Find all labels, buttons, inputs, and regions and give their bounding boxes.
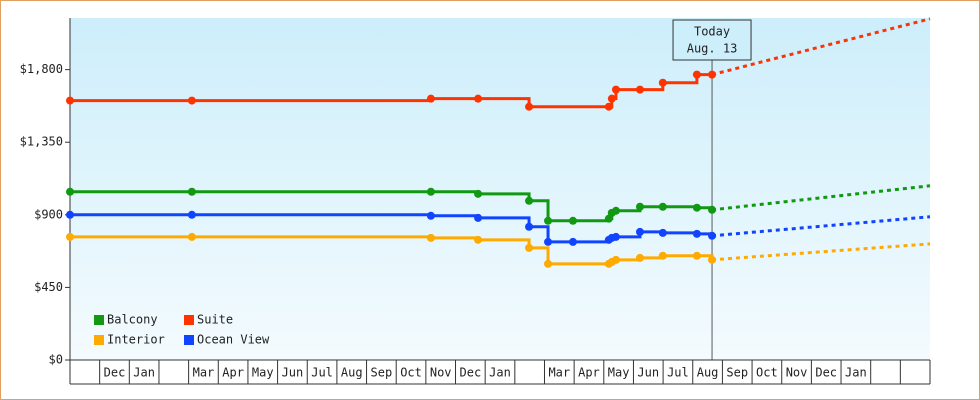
price-point [708, 255, 717, 264]
price-point [474, 94, 483, 103]
price-point [635, 202, 644, 211]
price-point [544, 237, 553, 246]
price-point [187, 96, 196, 105]
price-point [187, 232, 196, 241]
x-tick-label: Nov [430, 366, 452, 380]
price-point [426, 233, 435, 242]
plot-area [70, 18, 930, 360]
x-tick-label: Jul [667, 366, 689, 380]
price-point [568, 237, 577, 246]
x-tick-label: Jan [133, 366, 155, 380]
x-tick-label: Oct [756, 366, 778, 380]
price-point [611, 85, 620, 94]
x-tick-label: Nov [786, 366, 808, 380]
price-point [635, 227, 644, 236]
x-tick-label: May [608, 366, 630, 380]
y-tick-label: $900 [34, 207, 63, 221]
legend-label: Interior [107, 333, 165, 347]
x-tick-label: Dec [460, 366, 482, 380]
x-tick-label: Apr [222, 366, 244, 380]
x-tick-label: Oct [400, 366, 422, 380]
price-point [66, 210, 74, 219]
price-point [568, 216, 577, 225]
x-tick-label: May [252, 366, 274, 380]
price-point [611, 206, 620, 215]
x-tick-label: Aug [697, 366, 719, 380]
price-point [66, 232, 74, 241]
price-point [187, 210, 196, 219]
today-label: Aug. 13 [687, 42, 738, 56]
x-tick-label: Aug [341, 366, 363, 380]
price-point [66, 96, 74, 105]
x-tick-label: Jul [311, 366, 333, 380]
x-tick-label: Sep [726, 366, 748, 380]
price-point [708, 205, 717, 214]
x-tick-label: Dec [815, 366, 837, 380]
legend-swatch [94, 335, 104, 345]
price-point [635, 253, 644, 262]
price-point [474, 235, 483, 244]
legend-label: Ocean View [197, 333, 270, 347]
x-tick-label: Jan [845, 366, 867, 380]
y-tick-label: $1,350 [20, 135, 63, 149]
legend-swatch [184, 335, 194, 345]
price-point [658, 202, 667, 211]
price-point [658, 251, 667, 260]
price-point [187, 187, 196, 196]
x-tick-label: Sep [371, 366, 393, 380]
price-point [426, 187, 435, 196]
price-point [66, 187, 74, 196]
x-tick-label: Jun [637, 366, 659, 380]
y-tick-label: $0 [49, 353, 63, 367]
today-label: Today [694, 25, 730, 39]
price-point [525, 222, 534, 231]
price-point [544, 216, 553, 225]
price-point [708, 231, 717, 240]
price-point [692, 229, 701, 238]
today-box [672, 19, 752, 61]
price-point [611, 232, 620, 241]
price-point [708, 70, 717, 79]
price-point [635, 85, 644, 94]
price-point [607, 94, 616, 103]
price-point [426, 94, 435, 103]
price-point [544, 259, 553, 268]
y-tick-label: $450 [34, 280, 63, 294]
price-point [658, 78, 667, 87]
price-point [525, 243, 534, 252]
price-point [692, 203, 701, 212]
x-tick-label: Apr [578, 366, 600, 380]
x-tick-label: Jan [489, 366, 511, 380]
price-point [474, 213, 483, 222]
x-tick-label: Mar [193, 366, 215, 380]
price-point [692, 251, 701, 260]
price-point [426, 211, 435, 220]
price-point [692, 70, 701, 79]
price-point [525, 102, 534, 111]
price-point [658, 228, 667, 237]
price-point [611, 255, 620, 264]
price-point [474, 189, 483, 198]
price-point [525, 196, 534, 205]
price-point [604, 102, 613, 111]
legend-swatch [184, 315, 194, 325]
projection-line [711, 17, 931, 77]
legend-label: Suite [197, 313, 233, 327]
x-tick-label: Jun [282, 366, 304, 380]
x-tick-label: Dec [104, 366, 126, 380]
legend-label: Balcony [107, 313, 158, 327]
y-tick-label: $1,800 [20, 62, 63, 76]
x-tick-label: Mar [548, 366, 570, 380]
legend-swatch [94, 315, 104, 325]
